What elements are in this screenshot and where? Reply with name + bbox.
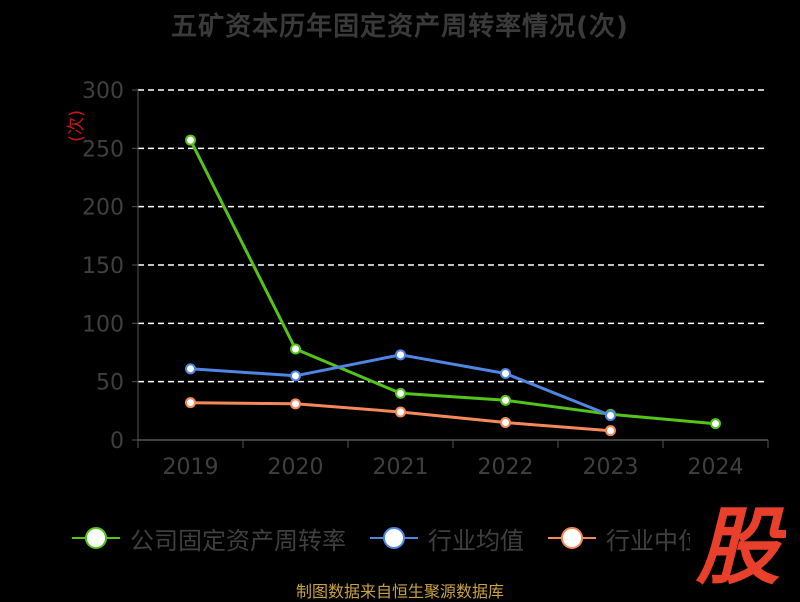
legend-label: 行业均值 bbox=[428, 526, 524, 555]
y-tick-label: 300 bbox=[82, 79, 124, 104]
legend-item-industry-average[interactable]: 行业均值 bbox=[368, 518, 524, 558]
data-point[interactable] bbox=[185, 134, 196, 146]
chart-title: 五矿资本历年固定资产周转率情况(次) bbox=[171, 12, 629, 42]
data-point[interactable] bbox=[395, 387, 406, 399]
x-tick-label: 2022 bbox=[478, 455, 534, 480]
data-point[interactable] bbox=[500, 417, 511, 428]
data-point[interactable] bbox=[185, 363, 196, 375]
legend-label: 公司固定资产周转率 bbox=[130, 526, 346, 555]
data-point[interactable] bbox=[500, 394, 511, 406]
legend-item-company[interactable]: 公司固定资产周转率 bbox=[70, 518, 346, 558]
y-tick-label: 150 bbox=[82, 254, 124, 279]
x-tick-label: 2023 bbox=[583, 455, 639, 480]
brand-logo: 股 bbox=[690, 496, 786, 592]
data-point[interactable] bbox=[605, 425, 616, 437]
data-point[interactable] bbox=[290, 398, 301, 410]
gridlines bbox=[138, 89, 768, 383]
data-point[interactable] bbox=[710, 418, 721, 430]
axes: 0 50 100 150 200 250 300 2019 2020 2021 2022 2023 20… bbox=[66, 79, 769, 480]
y-tick-label: 250 bbox=[82, 137, 124, 162]
x-tick-label: 2020 bbox=[268, 455, 324, 480]
series-points bbox=[185, 134, 721, 437]
y-tick-label: 50 bbox=[96, 371, 124, 396]
data-source-note: 制图数据来自恒生聚源数据库 bbox=[295, 582, 504, 601]
x-tick-label: 2021 bbox=[373, 455, 429, 480]
data-point[interactable] bbox=[395, 349, 406, 361]
legend-marker-icon bbox=[548, 527, 596, 549]
brand-logo-glyph: 股 bbox=[695, 498, 786, 592]
x-tick-label: 2024 bbox=[688, 455, 744, 480]
y-tick-label: 0 bbox=[110, 429, 124, 454]
x-tick-label: 2019 bbox=[163, 455, 219, 480]
series-line-0 bbox=[189, 139, 716, 426]
data-point[interactable] bbox=[185, 397, 196, 409]
y-tick-label: 200 bbox=[82, 196, 124, 221]
data-point[interactable] bbox=[395, 406, 406, 418]
data-point[interactable] bbox=[500, 368, 511, 379]
y-axis-unit-label: (次) bbox=[66, 110, 87, 142]
series-lines bbox=[189, 139, 716, 433]
y-tick-label: 100 bbox=[82, 312, 124, 337]
data-point[interactable] bbox=[290, 370, 301, 382]
data-point[interactable] bbox=[605, 410, 616, 421]
legend-marker-icon bbox=[72, 527, 120, 549]
data-point[interactable] bbox=[290, 343, 301, 355]
legend-marker-icon bbox=[370, 527, 418, 549]
